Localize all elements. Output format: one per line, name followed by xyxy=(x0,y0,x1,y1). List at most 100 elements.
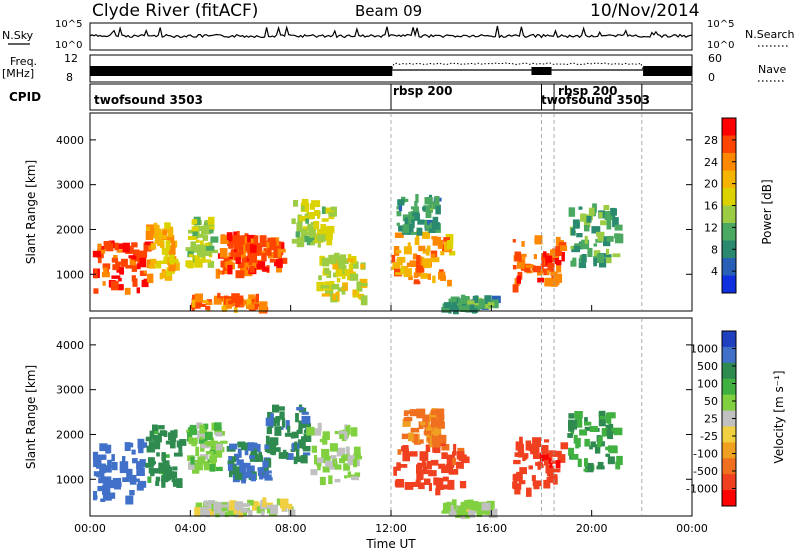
heatmap-cell xyxy=(187,250,194,258)
heatmap-cell xyxy=(442,476,449,482)
heatmap-cell xyxy=(158,462,165,471)
heatmap-cell xyxy=(526,487,532,497)
heatmap-cell xyxy=(111,280,119,291)
heatmap-cell xyxy=(412,212,420,217)
heatmap-cell xyxy=(220,234,229,244)
heatmap-cell xyxy=(265,417,274,427)
heatmap-cell xyxy=(300,455,308,464)
heatmap-cell xyxy=(464,500,470,509)
velocity-colorbar-segment xyxy=(722,362,736,380)
heatmap-cell xyxy=(207,509,214,517)
heatmap-cell xyxy=(215,268,220,279)
heatmap-cell xyxy=(532,480,542,487)
heatmap-cell xyxy=(456,307,463,312)
heatmap-cell xyxy=(581,254,587,263)
heatmap-cell xyxy=(597,436,603,443)
heatmap-cell xyxy=(206,510,210,518)
heatmap-cell xyxy=(143,270,147,275)
heatmap-cell xyxy=(276,417,280,426)
heatmap-cell xyxy=(194,463,203,471)
heatmap-cell xyxy=(396,462,401,471)
heatmap-cell xyxy=(116,249,124,253)
heatmap-cell xyxy=(458,298,463,308)
heatmap-cell xyxy=(237,262,244,269)
heatmap-cell xyxy=(437,239,444,249)
heatmap-cell xyxy=(301,415,311,424)
heatmap-cell xyxy=(254,455,263,462)
heatmap-cell xyxy=(597,461,604,470)
heatmap-cell xyxy=(333,272,338,278)
heatmap-cell xyxy=(119,267,124,275)
heatmap-cell xyxy=(103,241,112,250)
heatmap-cell xyxy=(598,212,603,219)
heatmap-cell xyxy=(344,430,348,441)
heatmap-cell xyxy=(400,267,404,274)
heatmap-cell xyxy=(437,419,444,426)
heatmap-cell xyxy=(279,411,285,420)
ytick-label: 2000 xyxy=(56,428,84,441)
heatmap-cell xyxy=(112,462,118,471)
heatmap-cell xyxy=(122,477,130,482)
heatmap-cell xyxy=(314,428,322,436)
heatmap-cell xyxy=(441,466,450,474)
heatmap-cell xyxy=(608,423,614,434)
heatmap-cell xyxy=(349,269,354,273)
heatmap-cell xyxy=(606,248,610,255)
heatmap-cell xyxy=(235,270,245,279)
heatmap-cell xyxy=(179,439,187,446)
heatmap-cell xyxy=(514,251,522,260)
heatmap-cell xyxy=(207,242,213,247)
power-colorbar-segment xyxy=(722,205,736,224)
heatmap-cell xyxy=(320,285,330,289)
heatmap-cell xyxy=(324,289,334,297)
heatmap-cell xyxy=(532,437,541,447)
heatmap-cell xyxy=(403,417,413,422)
heatmap-cell xyxy=(111,454,115,462)
heatmap-cell xyxy=(395,479,405,488)
heatmap-cell xyxy=(154,236,162,242)
power-colorbar-tick-label: 24 xyxy=(704,156,718,169)
heatmap-cell xyxy=(228,244,234,249)
heatmap-cell xyxy=(199,424,205,434)
heatmap-cell xyxy=(431,236,438,240)
heatmap-cell xyxy=(416,464,423,474)
heatmap-cell xyxy=(194,256,201,266)
heatmap-cell xyxy=(610,208,617,216)
heatmap-cell xyxy=(397,199,405,206)
heatmap-cell xyxy=(221,307,227,312)
heatmap-cell xyxy=(287,425,291,433)
heatmap-cell xyxy=(402,452,410,462)
heatmap-cell xyxy=(139,257,147,268)
heatmap-cell xyxy=(472,502,481,511)
heatmap-cell xyxy=(437,434,447,444)
heatmap-cell xyxy=(249,455,257,459)
xtick-label: 04:00 xyxy=(174,522,206,535)
heatmap-cell xyxy=(240,235,245,245)
heatmap-cell xyxy=(190,241,196,252)
heatmap-cell xyxy=(267,237,276,241)
heatmap-cell xyxy=(294,441,298,452)
heatmap-cell xyxy=(313,221,320,230)
heatmap-cell xyxy=(142,442,148,448)
heatmap-cell xyxy=(229,443,238,450)
heatmap-cell xyxy=(596,254,604,263)
heatmap-cell xyxy=(412,253,418,260)
heatmap-cell xyxy=(156,452,160,457)
heatmap-cell xyxy=(156,241,164,246)
heatmap-cell xyxy=(579,429,588,436)
heatmap-cell xyxy=(423,418,428,428)
heatmap-cell xyxy=(155,481,160,486)
heatmap-cell xyxy=(129,258,137,268)
velocity-colorbar-tick-label: 25 xyxy=(704,413,718,426)
heatmap-cell xyxy=(243,270,253,277)
heatmap-cell xyxy=(102,281,106,286)
heatmap-cell xyxy=(169,254,175,265)
heatmap-cell xyxy=(227,460,235,465)
time-axis: 00:00 04:00 08:00 12:00 16:00 20:00 00:00 xyxy=(74,305,708,535)
heatmap-cell xyxy=(171,241,176,247)
heatmap-cell xyxy=(438,441,446,446)
heatmap-cell xyxy=(238,246,244,255)
heatmap-cell xyxy=(310,469,318,476)
heatmap-cell xyxy=(532,265,541,273)
heatmap-cell xyxy=(259,250,266,255)
